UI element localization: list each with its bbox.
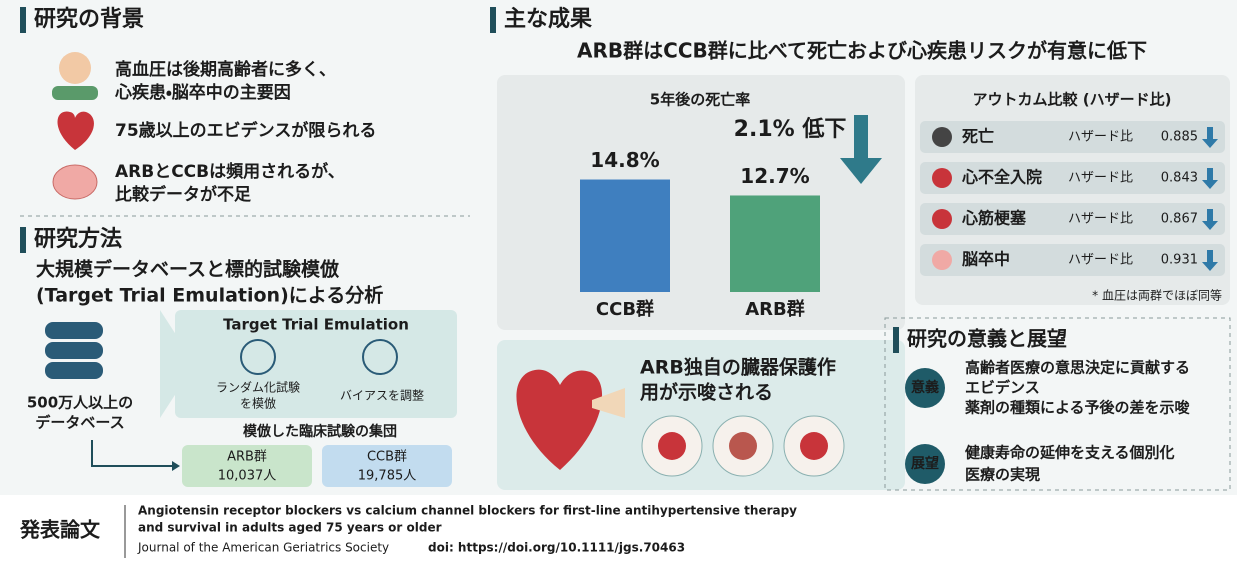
organ-icon bbox=[658, 432, 686, 460]
page: 研究の背景高血圧は後期高齢者に多く、心疾患・脳卒中の主要因 75歳以上のエビデンス… bbox=[0, 0, 1237, 567]
publication-title: Angiotensin receptor blockers vs calcium… bbox=[138, 504, 797, 518]
organ-icon bbox=[729, 432, 757, 460]
outcome-name: 死亡 bbox=[961, 127, 994, 146]
bar bbox=[580, 180, 670, 292]
results-headline: ARB群はCCB群に比べて死亡および心疾患リスクが有意に低下 bbox=[577, 39, 1147, 63]
outcome-icon bbox=[932, 209, 952, 229]
background-item: 高血圧は後期高齢者に多く、 bbox=[115, 59, 336, 80]
group-name: ARB群 bbox=[227, 450, 267, 465]
outcome-icon bbox=[932, 168, 952, 188]
publication-title: and survival in adults aged 75 years or … bbox=[138, 521, 442, 535]
group-n: 10,037人 bbox=[218, 469, 277, 484]
background-item: ARBとCCBは頻用されるが、 bbox=[115, 161, 345, 182]
chart-panel bbox=[497, 75, 905, 330]
tte-step: バイアスを調整 bbox=[340, 389, 424, 403]
hr-value: 0.843 bbox=[1161, 171, 1198, 186]
bar-value-label: 14.8% bbox=[590, 148, 659, 172]
outcome-name: 脳卒中 bbox=[962, 250, 1010, 269]
tag: 展望 bbox=[911, 455, 939, 472]
organ-text: ARB独自の臓器保護作 bbox=[640, 356, 836, 379]
significance-line: 健康寿命の延伸を支える個別化 bbox=[964, 444, 1175, 462]
section-title: 研究の背景 bbox=[34, 6, 144, 32]
person-icon bbox=[52, 86, 98, 100]
section-title: 研究方法 bbox=[34, 226, 122, 252]
background-item: 心疾患・脳卒中の主要因 bbox=[114, 82, 291, 103]
chart-title: 5年後の死亡率 bbox=[650, 91, 750, 109]
tag: 意義 bbox=[911, 379, 939, 396]
journal: Journal of the American Geriatrics Socie… bbox=[137, 541, 389, 555]
database-icon bbox=[45, 342, 103, 359]
bar-value-label: 12.7% bbox=[740, 164, 809, 188]
background-item: 75歳以上のエビデンスが限られる bbox=[115, 120, 376, 141]
publication-label: 発表論文 bbox=[19, 518, 101, 542]
outcome-icon bbox=[932, 250, 952, 270]
significance-line: 医療の実現 bbox=[965, 466, 1040, 484]
database-label: データベース bbox=[35, 414, 124, 432]
tte-step: ランダム化試験 bbox=[216, 380, 300, 395]
hr-value: 0.885 bbox=[1161, 130, 1198, 145]
organ-icon bbox=[800, 432, 828, 460]
group-n: 19,785人 bbox=[358, 469, 417, 484]
tte-title: Target Trial Emulation bbox=[223, 316, 409, 334]
reduction-arrow bbox=[854, 115, 868, 160]
outcome-note: * 血圧は両群でほぼ同等 bbox=[1092, 289, 1222, 303]
bar-category: CCB群 bbox=[596, 298, 654, 320]
methods-subtitle: (Target Trial Emulation)による分析 bbox=[36, 284, 383, 307]
header-bar bbox=[490, 7, 496, 33]
hr-label: ハザード比 bbox=[1068, 253, 1133, 268]
doi: doi: https://doi.org/10.1111/jgs.70463 bbox=[428, 541, 685, 555]
methods-subtitle: 大規模データベースと標的試験模倣 bbox=[36, 258, 340, 281]
hr-label: ハザード比 bbox=[1068, 171, 1133, 186]
background-item: 比較データが不足 bbox=[115, 184, 251, 205]
cohort-title: 模倣した臨床試験の集団 bbox=[243, 423, 397, 440]
header-bar bbox=[20, 7, 26, 33]
outcome-name: 心筋梗塞 bbox=[961, 209, 1027, 228]
header-bar bbox=[893, 327, 899, 353]
group-name: CCB群 bbox=[367, 450, 407, 465]
database-icon bbox=[45, 322, 103, 339]
hr-label: ハザード比 bbox=[1068, 130, 1133, 145]
infographic: 研究の背景高血圧は後期高齢者に多く、心疾患・脳卒中の主要因 75歳以上のエビデンス… bbox=[0, 0, 1237, 567]
section-title: 主な成果 bbox=[504, 7, 592, 32]
outcome-name: 心不全入院 bbox=[961, 168, 1042, 187]
significance-line: 薬剤の種類による予後の差を示唆 bbox=[964, 399, 1191, 417]
outcome-icon bbox=[932, 127, 952, 147]
organ-text: 用が示唆される bbox=[640, 381, 773, 404]
outcome-title: アウトカム比較 (ハザード比) bbox=[973, 91, 1172, 109]
database-label: 500万人以上の bbox=[27, 394, 133, 412]
significance-line: エビデンス bbox=[965, 379, 1040, 397]
hr-value: 0.931 bbox=[1161, 253, 1198, 268]
person-icon bbox=[59, 52, 91, 84]
bar bbox=[730, 195, 820, 292]
tte-step: を模倣 bbox=[240, 396, 276, 411]
database-icon bbox=[45, 362, 103, 379]
hr-label: ハザード比 bbox=[1068, 212, 1133, 227]
hr-value: 0.867 bbox=[1161, 212, 1198, 227]
reduction-label: 2.1% 低下 bbox=[734, 117, 847, 142]
significance-line: 高齢者医療の意思決定に貢献する bbox=[965, 359, 1190, 377]
brain-icon bbox=[53, 165, 97, 199]
bar-category: ARB群 bbox=[745, 298, 805, 320]
header-bar bbox=[20, 227, 26, 253]
section-title: 研究の意義と展望 bbox=[907, 327, 1067, 351]
